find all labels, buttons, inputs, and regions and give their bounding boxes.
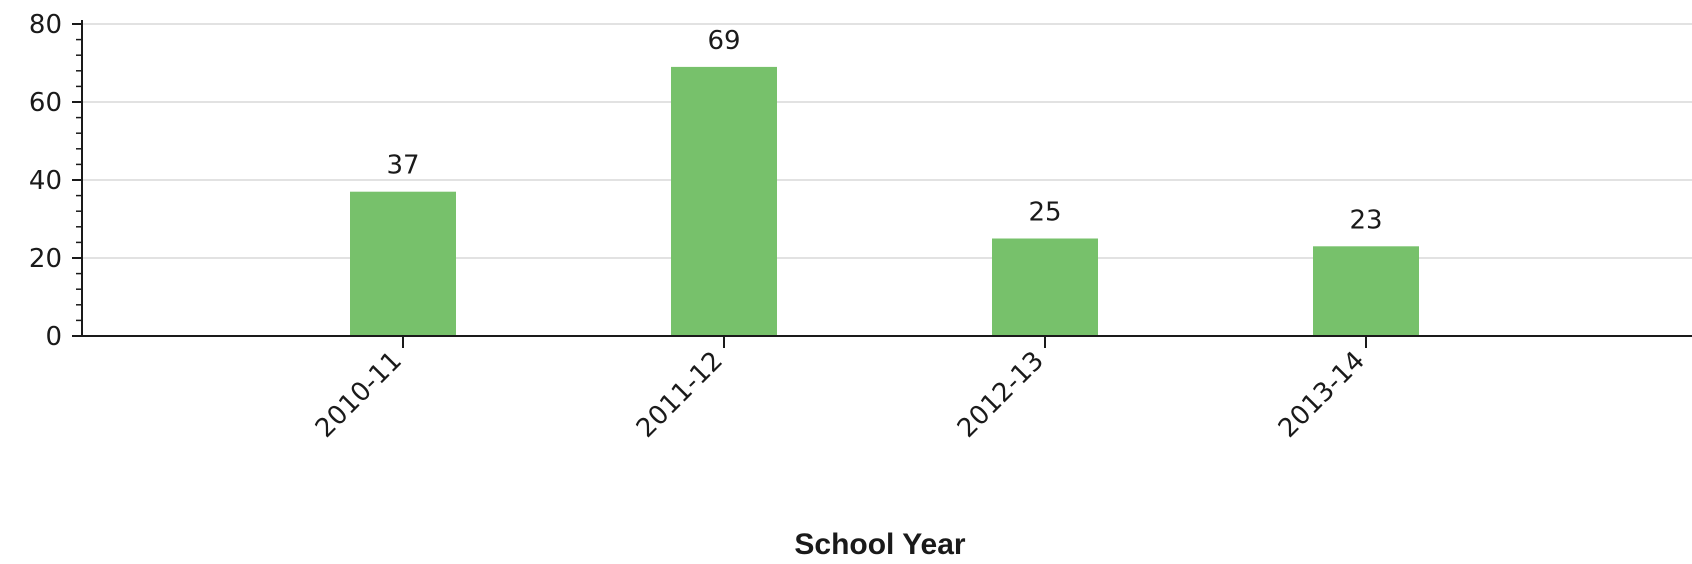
x-tick-label: 2012-13 (952, 346, 1050, 444)
x-ticks: 2010-11 2011-12 2012-13 2013-14 (310, 336, 1371, 444)
axes (81, 20, 1692, 337)
y-tick-label: 0 (45, 322, 62, 352)
y-ticks: 0 20 40 60 80 (29, 10, 82, 352)
bar-value-label: 25 (1028, 198, 1061, 228)
bar (671, 66, 777, 337)
bar (992, 238, 1098, 336)
bar-value-label: 23 (1349, 205, 1382, 235)
bar-value-label: 37 (386, 151, 419, 181)
x-axis-title: School Year (794, 528, 966, 561)
y-tick-label: 60 (29, 88, 62, 118)
y-tick-label: 20 (29, 244, 62, 274)
gridlines (82, 23, 1692, 259)
x-tick-label: 2010-11 (310, 346, 408, 444)
data-labels: 37 69 25 23 (386, 26, 1382, 235)
y-tick-label: 80 (29, 10, 62, 40)
x-tick-label: 2013-14 (1273, 346, 1371, 444)
bar-value-label: 69 (707, 26, 740, 56)
bar (1313, 246, 1419, 336)
bar (350, 191, 456, 336)
bars (350, 66, 1419, 337)
y-tick-label: 40 (29, 166, 62, 196)
x-tick-label: 2011-12 (631, 346, 729, 444)
